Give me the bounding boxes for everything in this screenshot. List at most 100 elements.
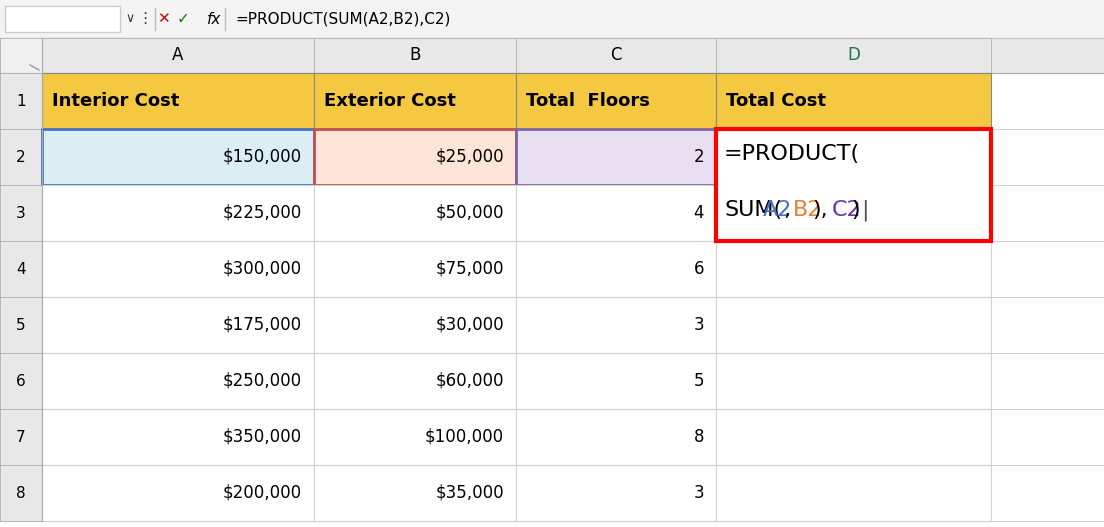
Text: 6: 6 xyxy=(17,374,25,388)
Text: $25,000: $25,000 xyxy=(435,148,505,166)
Bar xyxy=(314,353,516,409)
Bar xyxy=(0,241,42,297)
Bar xyxy=(0,465,42,521)
Bar xyxy=(516,465,716,521)
Text: $50,000: $50,000 xyxy=(435,204,505,222)
Bar xyxy=(314,38,516,73)
Bar xyxy=(716,353,991,409)
Bar xyxy=(6,6,120,32)
Text: 7: 7 xyxy=(17,430,25,444)
Text: ): ) xyxy=(851,200,860,220)
Text: $35,000: $35,000 xyxy=(435,484,505,502)
Text: =PRODUCT(SUM(A2,B2),C2): =PRODUCT(SUM(A2,B2),C2) xyxy=(235,12,450,26)
Text: Exterior Cost: Exterior Cost xyxy=(323,92,456,110)
Text: D: D xyxy=(847,46,860,64)
Bar xyxy=(716,241,991,297)
Bar xyxy=(716,38,991,73)
Text: $225,000: $225,000 xyxy=(223,204,302,222)
Text: $350,000: $350,000 xyxy=(223,428,302,446)
Bar xyxy=(516,73,716,129)
Bar xyxy=(42,185,314,241)
Bar xyxy=(516,353,716,409)
Bar xyxy=(716,185,991,241)
Bar xyxy=(42,38,314,73)
Text: ∨: ∨ xyxy=(126,13,135,25)
Bar xyxy=(716,73,991,129)
Bar xyxy=(314,409,516,465)
Bar xyxy=(0,73,42,129)
Bar xyxy=(314,73,516,129)
Text: 3: 3 xyxy=(693,316,704,334)
Bar xyxy=(516,297,716,353)
Text: C: C xyxy=(611,46,622,64)
Text: |: | xyxy=(861,199,869,221)
Bar xyxy=(314,185,516,241)
Text: C2: C2 xyxy=(831,200,861,220)
Text: ⋮: ⋮ xyxy=(137,12,152,26)
Text: ✕: ✕ xyxy=(157,12,169,26)
Bar xyxy=(314,129,516,185)
Bar xyxy=(716,129,991,241)
Text: ),: ), xyxy=(813,200,828,220)
Bar xyxy=(314,241,516,297)
Bar xyxy=(42,241,314,297)
Bar xyxy=(0,185,42,241)
Text: fx: fx xyxy=(208,12,222,26)
Text: 6: 6 xyxy=(693,260,704,278)
Bar xyxy=(42,353,314,409)
Text: B: B xyxy=(410,46,421,64)
Bar xyxy=(516,241,716,297)
Bar xyxy=(314,297,516,353)
Text: 5: 5 xyxy=(693,372,704,390)
Text: 8: 8 xyxy=(693,428,704,446)
Text: 4: 4 xyxy=(17,261,25,277)
Text: $300,000: $300,000 xyxy=(223,260,302,278)
Text: 8: 8 xyxy=(17,485,25,501)
Text: $75,000: $75,000 xyxy=(435,260,505,278)
Bar xyxy=(0,409,42,465)
Text: B2: B2 xyxy=(793,200,822,220)
Text: 2: 2 xyxy=(17,150,25,164)
Text: A: A xyxy=(172,46,183,64)
Bar xyxy=(516,129,716,185)
Text: 1: 1 xyxy=(17,93,25,109)
Text: $30,000: $30,000 xyxy=(435,316,505,334)
Bar xyxy=(0,0,1104,38)
Bar xyxy=(0,297,42,353)
Text: ✓: ✓ xyxy=(177,12,190,26)
Text: Total Cost: Total Cost xyxy=(726,92,826,110)
Bar xyxy=(314,465,516,521)
Text: Interior Cost: Interior Cost xyxy=(52,92,179,110)
Bar xyxy=(42,129,314,185)
Bar xyxy=(516,409,716,465)
Text: 3: 3 xyxy=(693,484,704,502)
Text: Total  Floors: Total Floors xyxy=(526,92,650,110)
Bar xyxy=(516,38,716,73)
Text: 4: 4 xyxy=(693,204,704,222)
Text: $150,000: $150,000 xyxy=(223,148,302,166)
Text: $200,000: $200,000 xyxy=(223,484,302,502)
Text: SUM(: SUM( xyxy=(724,200,782,220)
Text: $250,000: $250,000 xyxy=(223,372,302,390)
Text: 5: 5 xyxy=(17,317,25,333)
Text: ,: , xyxy=(783,200,789,220)
Text: $175,000: $175,000 xyxy=(223,316,302,334)
Text: A2: A2 xyxy=(763,200,793,220)
Bar xyxy=(516,185,716,241)
Bar xyxy=(716,409,991,465)
Bar xyxy=(716,297,991,353)
Bar xyxy=(42,465,314,521)
Text: $60,000: $60,000 xyxy=(435,372,505,390)
Bar xyxy=(0,353,42,409)
Text: 3: 3 xyxy=(17,206,25,220)
Text: 2: 2 xyxy=(693,148,704,166)
Bar xyxy=(0,38,1104,73)
Text: =PRODUCT(: =PRODUCT( xyxy=(724,144,860,164)
Bar xyxy=(42,73,314,129)
Bar xyxy=(716,129,991,185)
Bar xyxy=(42,297,314,353)
Bar xyxy=(716,465,991,521)
Bar xyxy=(716,129,991,241)
Text: $100,000: $100,000 xyxy=(425,428,505,446)
Bar xyxy=(0,38,42,73)
